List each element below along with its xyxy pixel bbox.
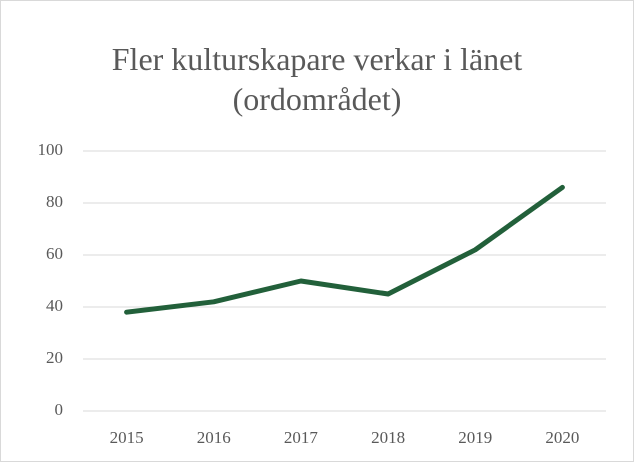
y-tick-label: 20 xyxy=(46,348,63,367)
x-tick-label: 2018 xyxy=(371,428,405,447)
data-line xyxy=(124,184,565,315)
x-tick-label: 2020 xyxy=(545,428,579,447)
y-tick-label: 40 xyxy=(46,296,63,315)
x-tick-label: 2017 xyxy=(284,428,319,447)
x-tick-label: 2019 xyxy=(458,428,492,447)
y-tick-label: 100 xyxy=(38,140,64,159)
y-tick-label: 60 xyxy=(46,244,63,263)
y-tick-label: 80 xyxy=(46,192,63,211)
chart-title: Fler kulturskapare verkar i länet (ordom… xyxy=(111,41,523,117)
x-tick-label: 2015 xyxy=(110,428,144,447)
y-tick-label: 0 xyxy=(55,400,64,419)
x-tick-label: 2016 xyxy=(197,428,231,447)
